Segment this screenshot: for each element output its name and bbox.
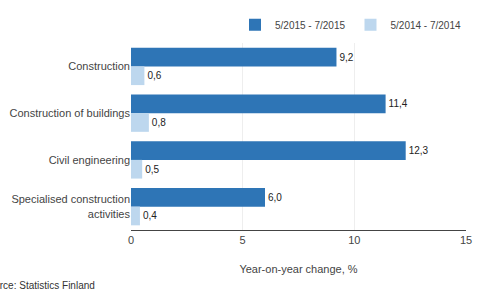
svg-text:10: 10 xyxy=(348,234,360,246)
svg-text:12,3: 12,3 xyxy=(409,145,429,156)
svg-text:5: 5 xyxy=(240,234,246,246)
svg-text:15: 15 xyxy=(460,234,472,246)
svg-text:6,0: 6,0 xyxy=(268,192,282,203)
svg-text:Civil engineering: Civil engineering xyxy=(49,154,130,166)
svg-text:0: 0 xyxy=(128,234,134,246)
svg-text:0,5: 0,5 xyxy=(145,164,159,175)
svg-text:Year-on-year change, %: Year-on-year change, % xyxy=(239,263,357,275)
svg-text:5/2014 - 7/2014: 5/2014 - 7/2014 xyxy=(390,20,460,31)
svg-text:5/2015 - 7/2015: 5/2015 - 7/2015 xyxy=(275,20,345,31)
svg-text:0,4: 0,4 xyxy=(143,210,157,221)
svg-text:0,6: 0,6 xyxy=(147,70,161,81)
svg-text:0,8: 0,8 xyxy=(152,117,166,128)
svg-text:Source: Statistics Finland: Source: Statistics Finland xyxy=(0,280,95,291)
svg-text:Construction of buildings: Construction of buildings xyxy=(10,107,131,119)
svg-text:Specialised constructionactivi: Specialised constructionactivities xyxy=(11,193,130,219)
svg-text:9,2: 9,2 xyxy=(339,52,353,63)
svg-text:Construction: Construction xyxy=(68,60,130,72)
svg-text:11,4: 11,4 xyxy=(389,98,408,109)
